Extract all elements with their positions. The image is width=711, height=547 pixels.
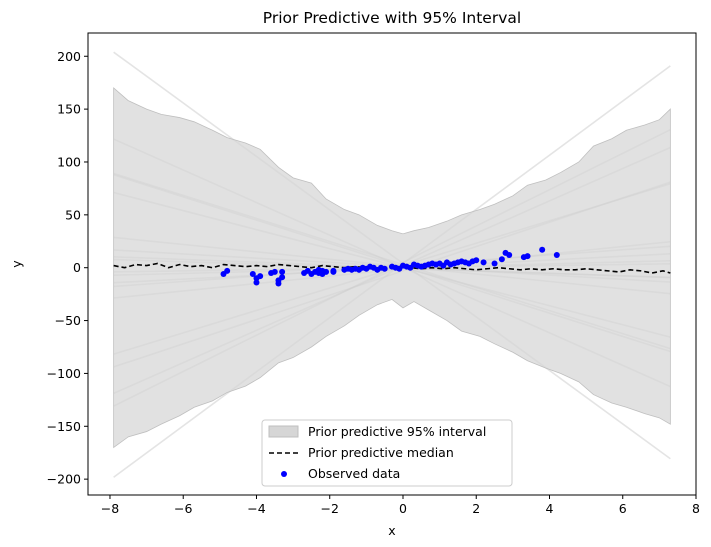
y-tick-label: 150 [57,102,81,117]
y-tick-label: 0 [73,260,81,275]
observed-point [539,246,546,253]
observed-point [553,252,560,259]
x-tick-label: −8 [101,501,119,516]
observed-point [271,268,278,275]
y-axis-label: y [9,260,24,268]
y-axis: −200 −150 −100 −50 0 50 100 150 200 [47,49,88,487]
x-tick-label: 2 [472,501,480,516]
x-tick-label: −6 [174,501,192,516]
legend-label-median: Prior predictive median [308,445,454,460]
x-tick-label: 6 [619,501,627,516]
observed-point [480,259,487,266]
observed-point [279,268,286,275]
plot-area [113,51,671,478]
legend-label-interval: Prior predictive 95% interval [308,424,486,439]
legend: Prior predictive 95% interval Prior pred… [261,419,513,487]
legend-observed-swatch [281,471,287,477]
observed-point [257,273,264,280]
observed-point [249,271,256,278]
observed-point [506,252,513,259]
legend-frame [261,419,513,487]
observed-point [491,260,498,267]
observed-points-group [220,246,560,287]
observed-point [524,253,531,260]
y-tick-label: −200 [47,472,81,487]
y-tick-label: −150 [47,419,81,434]
x-tick-label: 8 [692,501,700,516]
y-tick-label: −50 [55,313,81,328]
observed-point [279,274,286,281]
observed-point [323,268,330,275]
legend-label-observed: Observed data [308,466,400,481]
observed-point [224,267,231,274]
observed-point [473,257,480,264]
x-tick-label: 0 [399,501,407,516]
plot-frame [87,32,697,496]
observed-point [330,268,337,275]
x-axis: −8 −6 −4 −2 0 2 4 6 8 [101,495,700,516]
y-tick-label: −100 [47,366,81,381]
x-axis-label: x [388,523,395,538]
observed-point [498,256,505,263]
observed-point [253,279,260,286]
x-tick-label: −2 [321,501,339,516]
y-tick-label: 200 [57,49,81,64]
chart-title: Prior Predictive with 95% Interval [263,9,521,27]
y-tick-label: 50 [65,207,81,222]
observed-point [381,265,388,272]
y-tick-label: 100 [57,154,81,169]
x-tick-label: −4 [247,501,265,516]
legend-band-swatch [268,425,299,438]
x-tick-label: 4 [546,501,554,516]
